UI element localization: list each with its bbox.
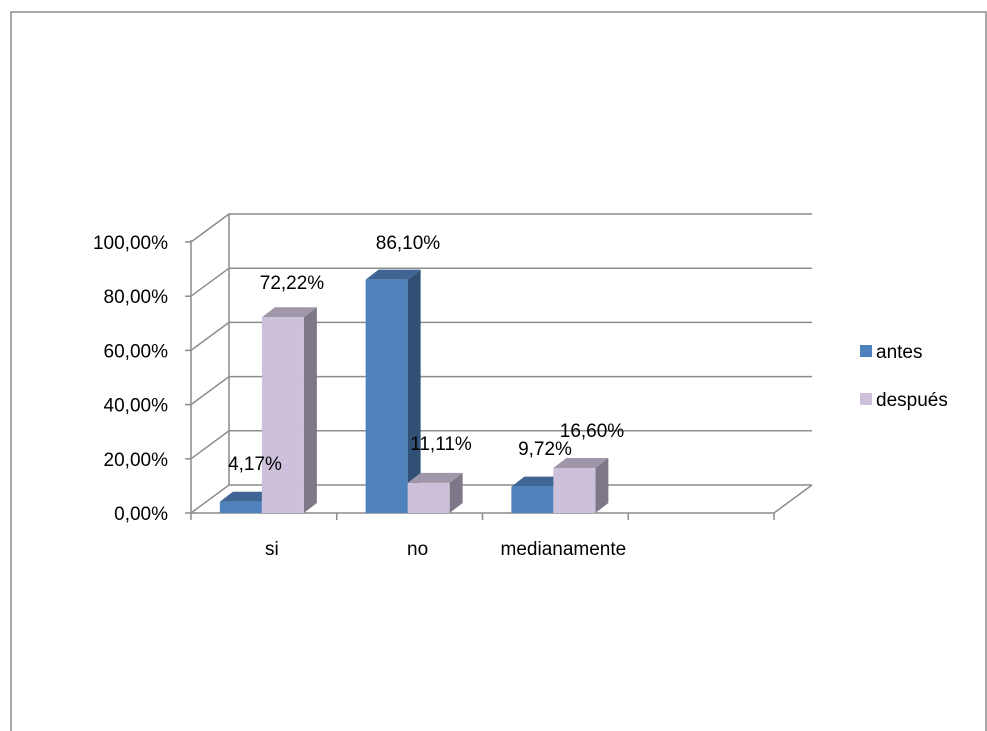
bar-top <box>553 458 609 469</box>
legend: antes después <box>860 342 948 411</box>
bar-front <box>407 482 450 513</box>
data-labels: 4,17% 86,10% 9,72% 72,22% 11,11% 16,60% <box>228 233 624 475</box>
bar-side <box>595 458 609 513</box>
data-label: 9,72% <box>518 439 572 460</box>
y-tick-label: 80,00% <box>104 287 169 308</box>
bar-side <box>407 269 421 513</box>
bar-front <box>365 279 408 513</box>
bar-side <box>303 307 317 513</box>
bar-front <box>511 486 554 513</box>
bar-top <box>407 472 463 483</box>
data-label: 16,60% <box>560 421 625 442</box>
bar-top <box>511 476 567 487</box>
legend-swatch <box>860 393 872 405</box>
x-category-label: no <box>407 539 428 560</box>
x-category-labels: si no medianamente <box>265 539 626 560</box>
y-tick-label: 20,00% <box>104 450 169 471</box>
data-label: 11,11% <box>410 434 472 455</box>
bars <box>219 269 609 513</box>
bar-front <box>553 468 596 513</box>
bar-antes-1 <box>365 269 421 513</box>
data-label: 86,10% <box>376 233 441 254</box>
floor-right-edge <box>773 484 813 514</box>
data-label: 72,22% <box>260 273 325 294</box>
bar-top <box>219 491 275 502</box>
legend-swatch <box>860 345 872 357</box>
y-tick-label: 100,00% <box>93 233 168 254</box>
bar-top <box>261 307 317 318</box>
bar-después-2 <box>553 458 609 513</box>
y-tick-label: 0,00% <box>114 504 168 525</box>
legend-label: después <box>876 390 948 411</box>
bar-top <box>365 269 421 280</box>
y-tick-labels: 0,00% 20,00% 40,00% 60,00% 80,00% 100,00% <box>93 233 168 525</box>
x-category-label: medianamente <box>501 539 627 560</box>
bar-front <box>261 317 304 513</box>
x-category-label: si <box>265 539 279 560</box>
bar-después-0 <box>261 307 317 513</box>
bar-side <box>449 472 463 513</box>
legend-label: antes <box>876 342 922 363</box>
chart-border <box>10 11 987 731</box>
data-label: 4,17% <box>228 454 282 475</box>
y-tick-label: 60,00% <box>104 341 169 362</box>
bar-después-1 <box>407 472 463 513</box>
y-tick-label: 40,00% <box>104 396 169 417</box>
bar-front <box>219 501 262 513</box>
